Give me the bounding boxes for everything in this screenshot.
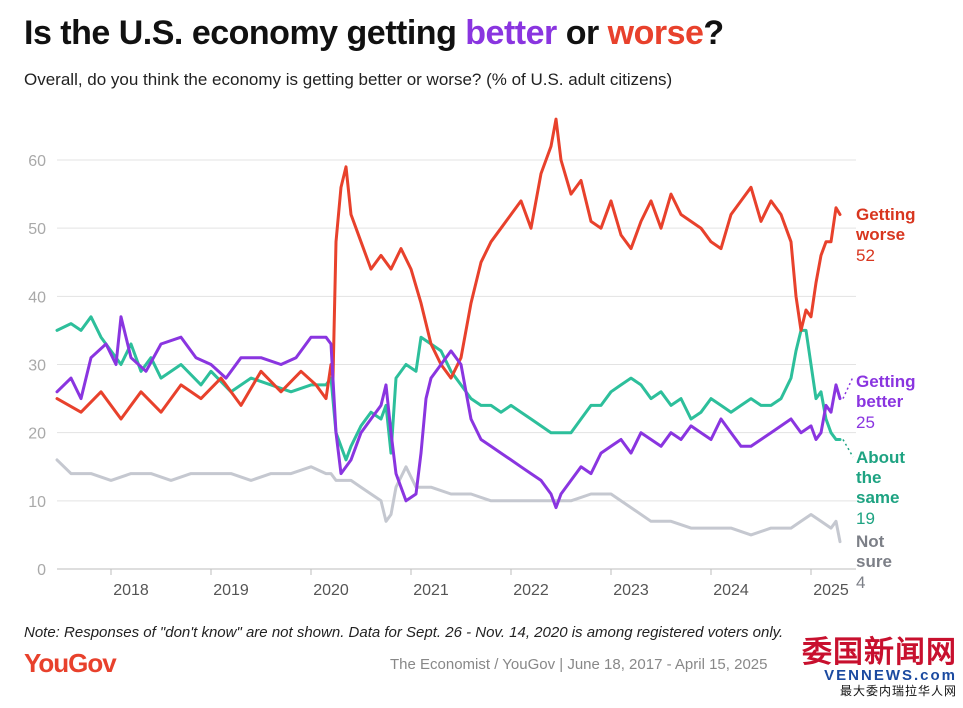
series-last-value-better: 25	[856, 413, 875, 432]
series-label-notsure-line-2: sure	[856, 552, 892, 571]
title-text-worse: worse	[607, 14, 704, 52]
chart-subtitle: Overall, do you think the economy is get…	[24, 70, 673, 89]
x-tick-label-2021: 2021	[413, 582, 449, 599]
series-label-notsure-line-1: Not	[856, 532, 885, 551]
series-line-same	[55, 315, 842, 462]
x-tick-label-2024: 2024	[713, 582, 749, 599]
y-tick-label-60: 60	[28, 153, 46, 170]
title-text-end: ?	[703, 14, 724, 52]
y-tick-label-30: 30	[28, 358, 46, 375]
x-tick-label-2022: 2022	[513, 582, 549, 599]
title-text-start: Is the U.S. economy getting	[24, 14, 466, 52]
series-label-worse-line-2: worse	[855, 225, 905, 244]
title-text-better: better	[465, 14, 557, 52]
series-lines	[55, 117, 842, 544]
series-line-notsure	[55, 458, 842, 544]
leader-line-same	[842, 439, 854, 458]
footnote: Note: Responses of "don't know" are not …	[24, 624, 784, 641]
series-line-better	[55, 315, 842, 510]
series-line-worse	[55, 117, 842, 421]
x-tick-label-2020: 2020	[313, 582, 349, 599]
watermark: 委国新闻网 VENNEWS.com 最大委内瑞拉华人网	[727, 638, 957, 704]
x-tick-label-2018: 2018	[113, 582, 149, 599]
series-label-same-line-3: same	[856, 488, 899, 507]
y-tick-label-50: 50	[28, 221, 46, 238]
x-tick-label-2025: 2025	[813, 582, 849, 599]
y-tick-label-0: 0	[37, 562, 46, 579]
y-tick-label-10: 10	[28, 494, 46, 511]
series-last-value-worse: 52	[856, 246, 875, 265]
series-label-worse-line-1: Getting	[856, 205, 916, 224]
source-credit: The Economist / YouGov | June 18, 2017 -…	[390, 656, 768, 673]
x-tick-label-2023: 2023	[613, 582, 649, 599]
watermark-tagline: 最大委内瑞拉华人网	[839, 684, 957, 698]
series-labels: Gettingworse52Gettingbetter25Aboutthesam…	[842, 205, 916, 592]
series-last-value-same: 19	[856, 509, 875, 528]
series-last-value-notsure: 4	[856, 573, 865, 592]
y-tick-label-40: 40	[28, 289, 46, 306]
chart-title: Is the U.S. economy getting better or wo…	[24, 14, 724, 53]
grid-layer	[57, 159, 856, 575]
yougov-logo: YouGov	[24, 648, 117, 678]
leader-line-better	[842, 376, 854, 399]
title-text-mid: or	[556, 14, 608, 52]
x-tick-label-2019: 2019	[213, 582, 249, 599]
watermark-site-text: VENNEWS.com	[824, 667, 957, 684]
series-label-better-line-1: Getting	[856, 372, 916, 391]
series-label-same-line-2: the	[856, 468, 882, 487]
watermark-chinese-text: 委国新闻网	[802, 636, 957, 669]
y-tick-label-20: 20	[28, 426, 46, 443]
x-tick-labels: 2018 2019 2020 2021 2022 2023 2024 2025	[113, 582, 849, 599]
y-tick-labels: 0 10 20 30 40 50 60	[28, 153, 46, 579]
series-label-same-line-1: About	[856, 448, 905, 467]
series-label-better-line-2: better	[856, 392, 904, 411]
